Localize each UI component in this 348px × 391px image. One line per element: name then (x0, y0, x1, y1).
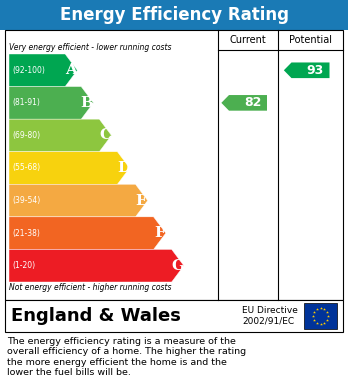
Text: D: D (117, 161, 130, 175)
Bar (0, 0, 348, 30)
Polygon shape (9, 184, 148, 217)
Text: EU Directive
2002/91/EC: EU Directive 2002/91/EC (242, 306, 298, 326)
Text: G: G (171, 259, 184, 273)
Text: Current: Current (230, 35, 266, 45)
Text: B: B (81, 96, 94, 110)
Text: England & Wales: England & Wales (11, 307, 181, 325)
Bar (304, 303, 337, 329)
Polygon shape (9, 217, 166, 249)
Polygon shape (9, 249, 184, 282)
Text: Not energy efficient - higher running costs: Not energy efficient - higher running co… (9, 283, 172, 292)
Text: Very energy efficient - lower running costs: Very energy efficient - lower running co… (9, 43, 172, 52)
Text: The energy efficiency rating is a measure of the
overall efficiency of a home. T: The energy efficiency rating is a measur… (7, 337, 246, 377)
Text: (92-100): (92-100) (12, 66, 45, 75)
Bar (5, 30, 343, 300)
Text: (1-20): (1-20) (12, 261, 35, 270)
Text: (21-38): (21-38) (12, 229, 40, 238)
Bar (5, 300, 343, 332)
Text: 93: 93 (307, 64, 324, 77)
Text: (55-68): (55-68) (12, 163, 40, 172)
Text: E: E (136, 194, 147, 208)
Text: 82: 82 (244, 96, 261, 109)
Polygon shape (9, 119, 111, 152)
Polygon shape (9, 86, 93, 119)
Text: F: F (154, 226, 165, 240)
Polygon shape (9, 54, 77, 86)
Text: Potential: Potential (289, 35, 332, 45)
Polygon shape (9, 152, 129, 184)
Text: (81-91): (81-91) (12, 99, 40, 108)
Polygon shape (221, 95, 267, 111)
Text: Energy Efficiency Rating: Energy Efficiency Rating (60, 6, 288, 24)
Text: A: A (65, 63, 77, 77)
Text: C: C (99, 128, 111, 142)
Polygon shape (284, 63, 330, 78)
Text: (39-54): (39-54) (12, 196, 40, 205)
Text: (69-80): (69-80) (12, 131, 40, 140)
